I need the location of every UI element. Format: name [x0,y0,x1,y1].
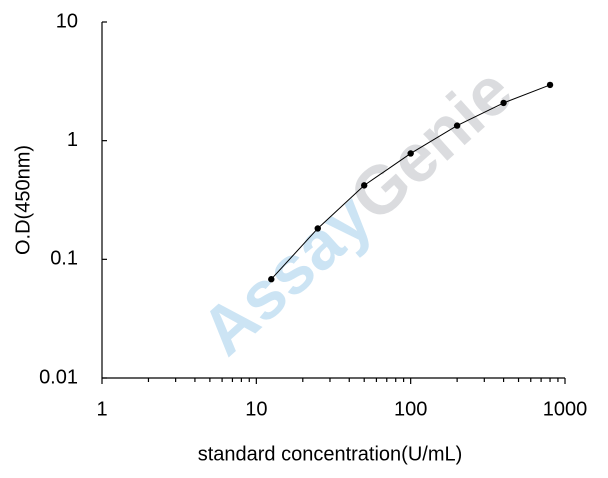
y-tick-label: 1 [67,129,78,151]
point [361,182,368,189]
x-tick-label: 1000 [543,398,588,420]
y-axis-label: O.D(450nm) [12,145,34,255]
x-tick-label: 10 [245,398,267,420]
point [268,276,275,283]
point [314,225,321,232]
watermark-part: Assay [187,179,387,370]
x-tick-label: 100 [394,398,427,420]
y-tick-label: 0.01 [39,366,78,388]
x-axis-label: standard concentration(U/mL) [198,443,463,465]
point [500,99,507,107]
point [453,122,461,129]
watermark-part: Genie [335,53,526,236]
x-tick-label: 1 [96,398,107,420]
y-tick-label: 0.1 [50,248,78,270]
point [546,81,554,89]
watermark: AssayGenie [187,53,527,370]
point [407,150,414,157]
y-tick-label: 10 [56,10,78,32]
